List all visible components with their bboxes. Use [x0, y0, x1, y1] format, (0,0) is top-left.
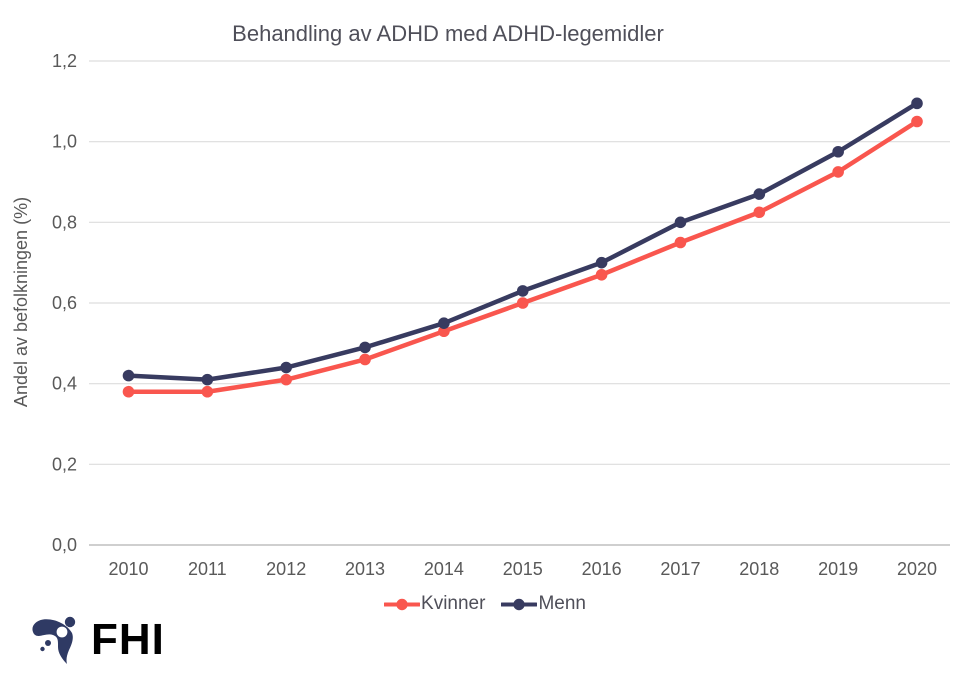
data-point-kvinner-2015: [516, 297, 529, 309]
x-tick-label: 2018: [739, 559, 779, 579]
legend-item-kvinner: Kvinner: [384, 593, 485, 615]
data-point-kvinner-2016: [595, 268, 608, 281]
grid-layer: [89, 60, 950, 546]
y-tick-label: 0,8: [52, 212, 77, 232]
menn-line-marker-icon: [501, 598, 538, 610]
data-point-kvinner-2013: [359, 353, 371, 366]
data-point-kvinner-2014: [438, 325, 450, 338]
legend-label-menn: Menn: [538, 593, 586, 614]
legend-label-kvinner: Kvinner: [421, 593, 486, 614]
series-line-menn: [126, 101, 920, 382]
data-point-menn-2011: [201, 373, 214, 386]
kvinner-line-marker-icon: [384, 598, 421, 610]
y-tick-label: 0,6: [52, 293, 77, 313]
tick-layer: 0,0 0,2 0,4 0,6 0,8 1,0 1,2 2010 2011 2012 2013 201…: [52, 51, 937, 579]
x-tick-label: 2011: [188, 559, 227, 579]
y-tick-label: 1,2: [52, 51, 77, 71]
x-tick-label: 2014: [424, 559, 464, 579]
x-tick-label: 2012: [266, 559, 306, 579]
y-axis-title: Andel av befolkningen (%): [11, 197, 31, 407]
data-point-kvinner-2019: [832, 166, 844, 178]
y-tick-label: 1,0: [52, 132, 77, 152]
data-point-menn-2014: [438, 317, 450, 329]
data-point-menn-2010: [122, 369, 135, 382]
chart-title: Behandling av ADHD med ADHD-legemidler: [232, 21, 664, 46]
data-point-menn-2019: [832, 145, 844, 158]
data-point-menn-2017: [674, 216, 687, 229]
x-tick-label: 2017: [660, 559, 700, 579]
data-point-kvinner-2020: [911, 115, 923, 128]
data-point-kvinner-2011: [201, 385, 214, 398]
series-layer: [122, 97, 923, 398]
x-tick-label: 2019: [818, 559, 858, 579]
series-line-kvinner: [126, 119, 920, 394]
data-point-kvinner-2017: [674, 236, 687, 249]
data-point-kvinner-2018: [753, 206, 766, 219]
legend: Kvinner Menn: [0, 593, 970, 615]
fhi-logo: FHI: [24, 610, 165, 670]
data-point-menn-2015: [516, 285, 529, 297]
data-point-kvinner-2010: [122, 385, 135, 398]
fhi-logo-mark-icon: [32, 616, 76, 664]
x-tick-label: 2013: [345, 559, 385, 579]
x-tick-label: 2016: [582, 559, 622, 579]
legend-item-menn: Menn: [501, 593, 586, 615]
y-tick-label: 0,2: [52, 454, 77, 474]
data-point-menn-2013: [359, 341, 371, 354]
x-tick-label: 2020: [897, 559, 937, 579]
data-point-menn-2012: [280, 361, 293, 374]
x-tick-label: 2015: [503, 559, 543, 579]
y-tick-label: 0,4: [52, 374, 77, 394]
data-point-menn-2016: [595, 256, 608, 269]
data-point-kvinner-2012: [280, 373, 293, 386]
y-tick-label: 0,0: [52, 535, 77, 555]
x-tick-label: 2010: [108, 559, 148, 579]
data-point-menn-2018: [753, 188, 766, 200]
data-point-menn-2020: [911, 97, 923, 110]
fhi-logo-text: FHI: [91, 615, 165, 664]
